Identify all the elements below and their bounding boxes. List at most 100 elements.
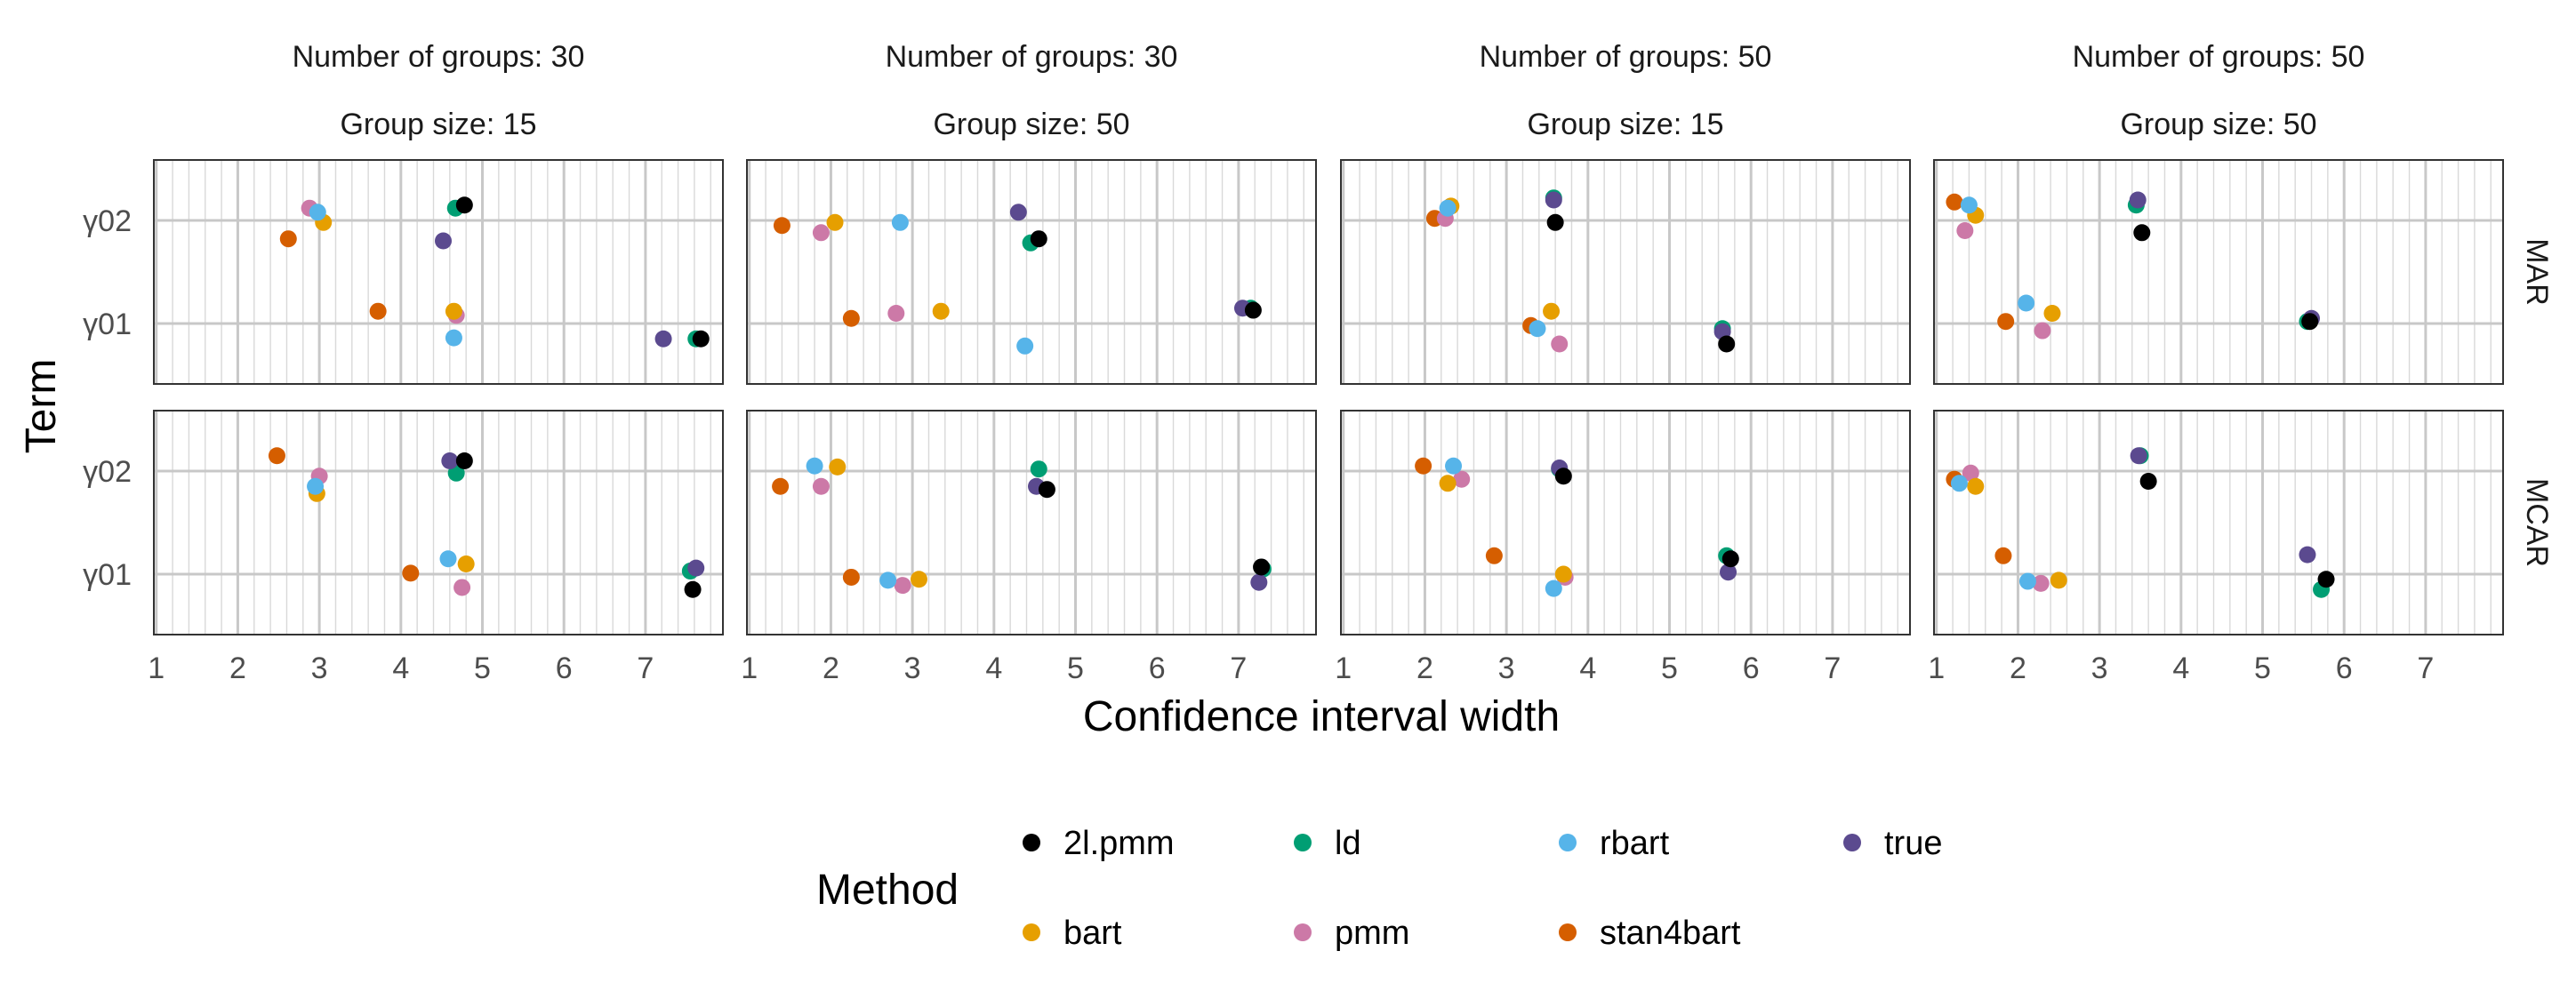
x-tick-label: 7 [637,651,654,685]
point-rbart-g02 [1439,199,1457,217]
point-bart-g02 [1967,477,1985,495]
point-stan4bart-g01 [1997,313,2015,331]
point-bart-g02 [1439,475,1457,492]
point-true-g01 [2299,546,2316,563]
legend: Method 2l.pmm ld rbart true bart pmm stan4bart [816,825,1942,952]
point-stan4bart-g01 [1485,547,1503,564]
panel-border [1933,159,2504,385]
x-tick-label: 3 [2091,651,2108,685]
point-2l-pmm-g01 [2301,313,2319,331]
facet-label-groups: Number of groups: 50 [1480,40,1772,74]
point-bart-g01 [910,571,927,588]
x-tick-label: 7 [2417,651,2434,685]
point-2l-pmm-g01 [692,330,710,348]
point-2l-pmm-g02 [455,452,473,469]
point-pmm-g01 [453,579,471,596]
point-stan4bart-g02 [279,230,297,248]
point-true-g01 [1250,573,1268,591]
x-tick-label: 4 [1579,651,1596,685]
point-stan4bart-g02 [772,477,790,495]
point-stan4bart-g02 [1946,193,1963,211]
point-true-g02 [2129,191,2147,209]
point-rbart-g01 [439,550,457,568]
legend-key [1559,923,1577,941]
point-2l-pmm-g01 [1253,558,1271,576]
x-tick-label: 5 [1067,651,1084,685]
point-stan4bart-g02 [268,447,285,465]
x-axis-title: Confidence interval width [1083,693,1560,740]
x-axis-ticks: 1 2 3 4 5 6 7 1 2 3 4 5 6 7 1 2 3 4 5 6 7 1 2 3 4 5 6 7 [148,651,2434,685]
point-rbart-g02 [1445,457,1463,475]
panel-mar-col-2 [746,159,1317,385]
legend-label: stan4bart [1600,915,1741,952]
point-rbart-g02 [309,204,326,221]
point-bart-g01 [1554,565,1572,583]
panel-border [1340,410,1911,635]
x-tick-label: 5 [2254,651,2271,685]
legend-key [1843,834,1861,851]
point-rbart-g02 [806,457,823,475]
legend-key [1294,834,1312,851]
legend-key [1559,834,1577,851]
x-tick-label: 3 [904,651,921,685]
point-rbart-g01 [879,571,897,589]
point-rbart-g01 [1545,579,1562,597]
legend-item-true: true [1843,825,1942,862]
x-tick-label: 2 [229,651,246,685]
point-2l-pmm-g02 [1546,213,1564,231]
point-bart-g01 [2050,571,2067,589]
point-bart-g01 [445,302,462,320]
point-bart-g01 [2043,305,2061,322]
x-tick-label: 7 [1824,651,1841,685]
point-true-g02 [435,232,453,250]
x-tick-label: 1 [741,651,758,685]
x-tick-label: 7 [1230,651,1247,685]
facet-label-groups: Number of groups: 30 [886,40,1178,74]
point-bart-g01 [932,302,950,320]
facet-label-groups: Number of groups: 30 [293,40,585,74]
panel-border [746,159,1317,385]
point-true-g01 [654,330,672,348]
panel-mcar-col-3 [1340,410,1911,635]
facet-label-size: Group size: 50 [2120,108,2316,141]
point-rbart-g01 [1016,337,1034,355]
panel-border [1933,410,2504,635]
point-pmm-g01 [894,577,911,595]
legend-item-2l-pmm: 2l.pmm [1023,825,1175,862]
point-2l-pmm-g02 [1030,230,1047,248]
point-2l-pmm-g01 [1718,335,1736,353]
y-tick-label: γ01 [83,308,132,341]
point-stan4bart-g02 [773,217,790,235]
legend-item-rbart: rbart [1559,825,1670,862]
legend-item-bart: bart [1023,915,1122,952]
legend-item-pmm: pmm [1294,915,1409,952]
point-ld-g02 [1030,460,1047,478]
legend-label: rbart [1600,825,1670,862]
point-true-g02 [2130,447,2147,465]
point-2l-pmm-g02 [1038,481,1055,499]
panel-mar-col-1 [153,159,724,385]
x-tick-label: 1 [148,651,165,685]
point-true-g02 [1009,204,1027,221]
panel-mar-col-3 [1340,159,1911,385]
point-rbart-g02 [891,213,909,231]
point-true-g02 [441,452,459,469]
point-true-g01 [687,559,705,577]
point-pmm-g02 [1962,464,1979,482]
point-true-g02 [1545,191,1562,209]
legend-key [1023,834,1040,851]
point-stan4bart-g01 [402,564,420,582]
facet-label-size: Group size: 15 [340,108,536,141]
panel-mcar-col-2 [746,410,1317,635]
x-tick-label: 5 [474,651,491,685]
point-stan4bart-g02 [1415,457,1432,475]
x-tick-label: 2 [2010,651,2026,685]
x-tick-label: 2 [823,651,839,685]
panel-mcar-col-1 [153,410,724,635]
point-2l-pmm-g01 [1721,550,1739,568]
panel-mar-col-4 [1933,159,2504,385]
panel-border [746,410,1317,635]
legend-label: bart [1063,915,1122,952]
point-bart-g02 [826,213,844,231]
